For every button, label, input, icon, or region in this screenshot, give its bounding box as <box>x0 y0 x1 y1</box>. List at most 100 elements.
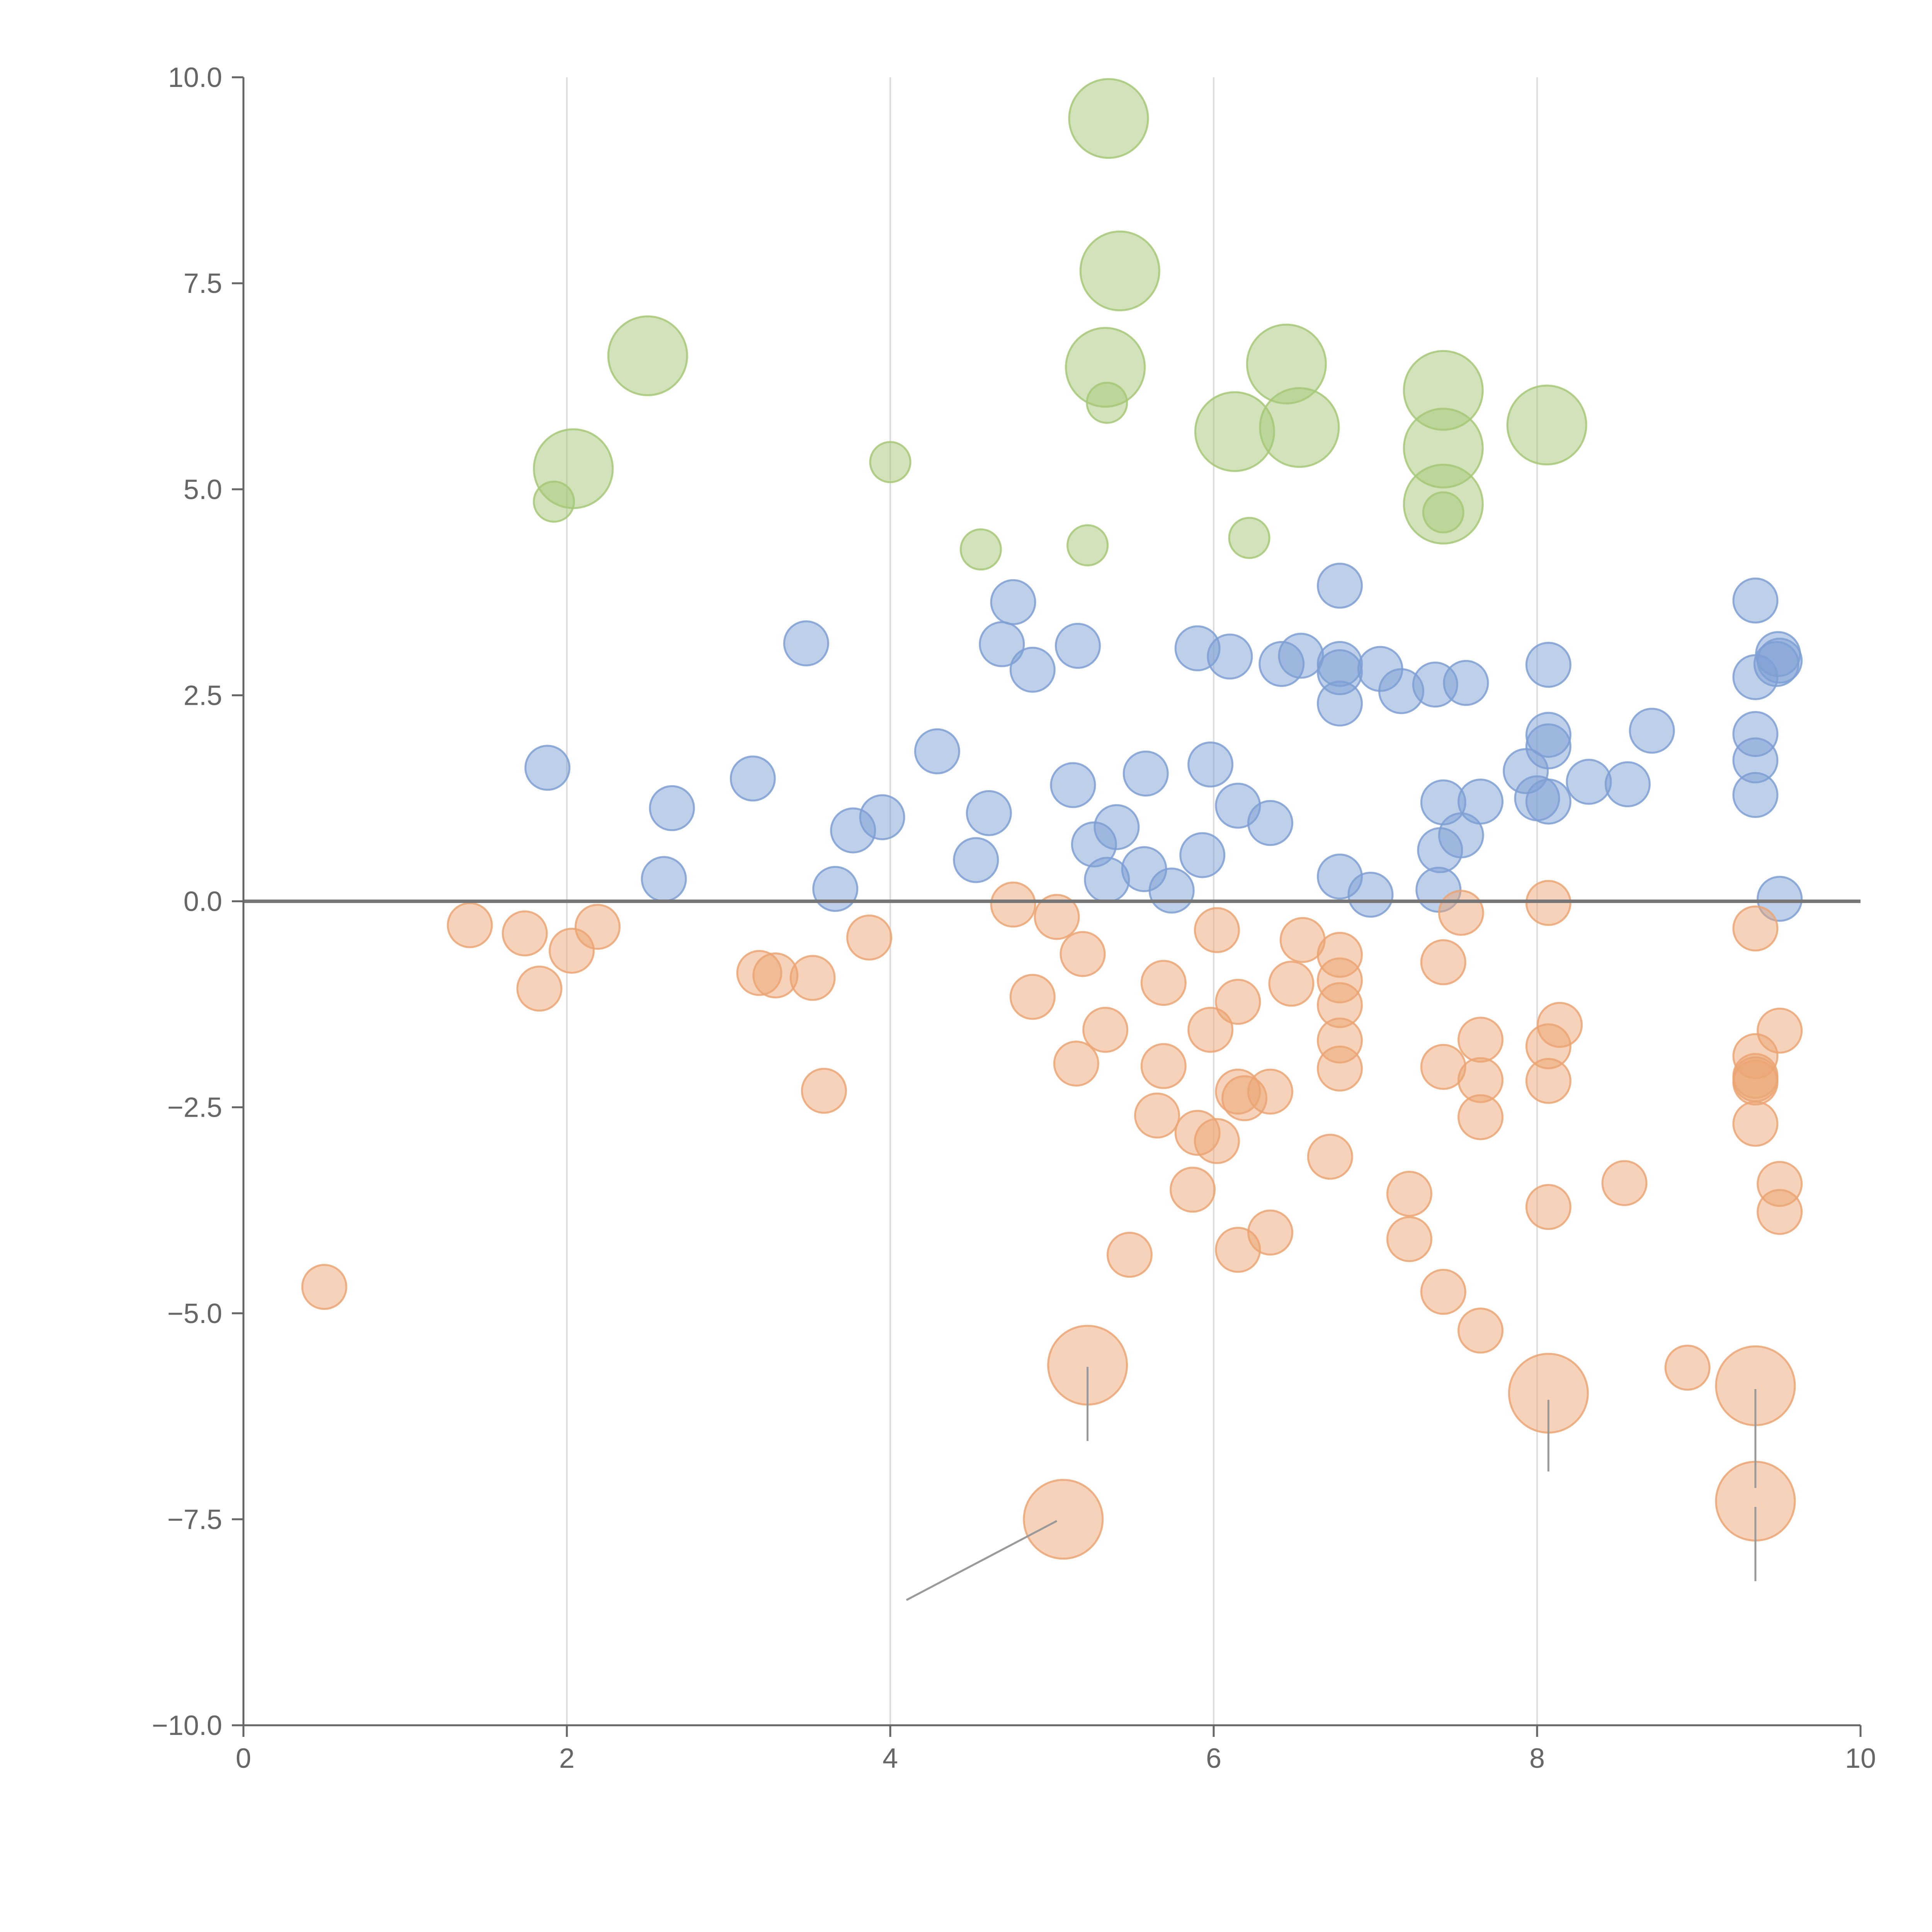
callout-lines <box>906 1367 1755 1600</box>
point-orange-62 <box>302 1265 346 1309</box>
point-blue-22 <box>1318 682 1362 726</box>
point-orange-47 <box>1459 1095 1503 1139</box>
point-orange-56 <box>1526 1185 1570 1229</box>
point-blue-33 <box>731 757 775 801</box>
point-blue-3 <box>784 621 828 665</box>
point-blue-1 <box>1733 578 1777 622</box>
point-blue-39 <box>1526 779 1570 823</box>
point-orange-9 <box>847 915 891 959</box>
point-orange-27 <box>1189 1008 1233 1052</box>
point-orange-29 <box>1459 1018 1503 1062</box>
point-orange-61 <box>1107 1233 1151 1277</box>
point-green-13 <box>870 442 910 482</box>
point-blue-51 <box>1418 828 1462 872</box>
x-tick-label: 0 <box>236 1743 251 1774</box>
point-orange-42 <box>802 1069 846 1113</box>
point-blue-18 <box>1733 655 1777 699</box>
y-tick-label: 0.0 <box>184 886 222 917</box>
point-blue-7 <box>1208 634 1252 679</box>
point-orange-19 <box>1141 961 1185 1005</box>
point-blue-57 <box>1085 858 1129 902</box>
point-orange-33 <box>1054 1042 1098 1086</box>
point-orange-17 <box>791 956 835 1000</box>
point-blue-28 <box>526 746 570 790</box>
point-blue-61 <box>1349 872 1393 917</box>
point-orange-60 <box>1216 1228 1260 1272</box>
point-blue-23 <box>1630 709 1674 753</box>
point-orange-55 <box>1387 1172 1431 1216</box>
point-green-12 <box>1087 383 1127 423</box>
y-tick-label: −5.0 <box>167 1298 222 1329</box>
point-green-0 <box>1069 79 1148 158</box>
point-orange-57 <box>1758 1190 1802 1234</box>
point-green-16 <box>961 529 1001 570</box>
point-orange-14 <box>1421 940 1465 984</box>
point-blue-35 <box>1605 762 1650 806</box>
point-orange-11 <box>550 929 594 973</box>
point-orange-70 <box>1024 1480 1103 1559</box>
callout-line-4 <box>906 1521 1057 1600</box>
point-blue-44 <box>967 791 1011 835</box>
point-blue-12 <box>1260 642 1304 686</box>
point-blue-56 <box>642 857 686 901</box>
point-blue-48 <box>831 808 875 852</box>
point-green-15 <box>1423 492 1463 532</box>
point-orange-12 <box>1061 932 1105 976</box>
point-blue-29 <box>1189 743 1233 787</box>
y-tick-label: 7.5 <box>184 268 222 299</box>
point-blue-36 <box>1051 763 1095 807</box>
point-orange-36 <box>1318 1046 1362 1090</box>
y-tick-label: −7.5 <box>167 1504 222 1535</box>
y-tick-label: 10.0 <box>168 62 222 93</box>
point-blue-2 <box>991 580 1035 624</box>
point-green-14 <box>534 481 574 522</box>
point-blue-46 <box>1248 801 1292 845</box>
point-orange-2 <box>1439 891 1483 935</box>
point-orange-41 <box>1733 1061 1777 1105</box>
point-orange-20 <box>1269 962 1313 1006</box>
data-markers <box>302 79 1802 1559</box>
point-blue-43 <box>650 786 694 830</box>
point-green-17 <box>1068 525 1108 565</box>
point-green-1 <box>1080 231 1159 310</box>
point-orange-39 <box>1526 1059 1570 1103</box>
point-blue-21 <box>1379 669 1423 713</box>
point-blue-53 <box>954 838 998 882</box>
x-tick-label: 4 <box>883 1743 898 1774</box>
y-tick-label: 5.0 <box>184 474 222 505</box>
point-blue-52 <box>1180 833 1225 877</box>
point-blue-15 <box>1526 643 1570 687</box>
x-tick-label: 2 <box>559 1743 575 1774</box>
x-tick-label: 8 <box>1529 1743 1545 1774</box>
point-orange-34 <box>1141 1044 1185 1088</box>
point-orange-22 <box>1010 975 1054 1019</box>
point-blue-16 <box>1010 648 1054 692</box>
x-tick-label: 10 <box>1845 1743 1876 1774</box>
point-blue-34 <box>1567 760 1611 804</box>
point-orange-21 <box>517 967 561 1011</box>
point-green-2 <box>608 316 687 395</box>
point-orange-7 <box>1195 908 1239 952</box>
point-orange-63 <box>1421 1270 1465 1314</box>
point-green-8 <box>1260 388 1339 467</box>
point-orange-46 <box>1135 1094 1179 1138</box>
point-orange-65 <box>1665 1345 1709 1389</box>
point-orange-48 <box>1733 1102 1777 1146</box>
point-orange-52 <box>1602 1161 1646 1205</box>
scatter-chart: 0 2 4 6 8 10−10.0−7.5−5.0−2.50.02.55.07.510.0 <box>0 0 1932 1932</box>
point-orange-59 <box>1387 1217 1431 1261</box>
point-orange-50 <box>1195 1119 1239 1163</box>
point-blue-27 <box>915 729 959 773</box>
point-orange-51 <box>1308 1135 1352 1179</box>
point-blue-5 <box>1056 624 1100 668</box>
y-tick-label: −10.0 <box>152 1710 222 1741</box>
x-tick-label: 6 <box>1206 1743 1221 1774</box>
point-orange-45 <box>1223 1076 1267 1120</box>
point-green-18 <box>1229 518 1269 558</box>
point-green-6 <box>1507 386 1586 464</box>
point-blue-37 <box>1733 773 1777 817</box>
point-blue-32 <box>1124 752 1168 796</box>
point-blue-58 <box>813 867 857 911</box>
point-orange-54 <box>1171 1168 1215 1212</box>
point-blue-20 <box>1444 661 1488 705</box>
